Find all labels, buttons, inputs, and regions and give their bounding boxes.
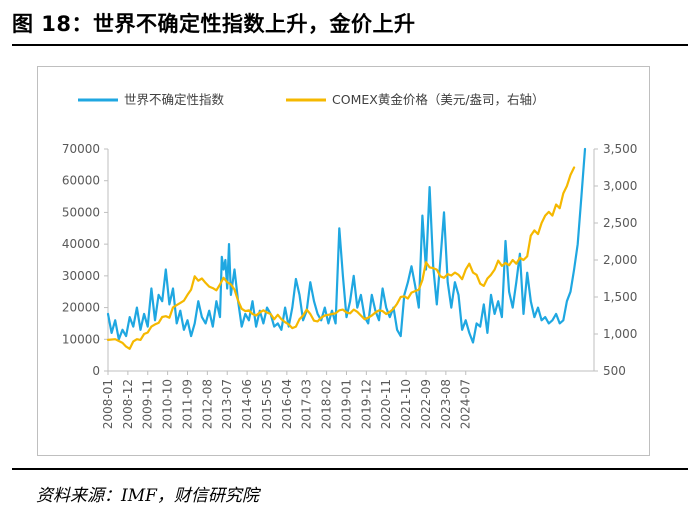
y-left-tick-label: 20000 <box>62 301 100 315</box>
x-tick-label: 2019-12 <box>359 379 373 429</box>
y-left-tick-label: 40000 <box>62 237 100 251</box>
legend: 世界不确定性指数 COMEX黄金价格（美元/盎司，右轴） <box>78 92 545 107</box>
series-line-gold <box>106 166 576 350</box>
chart-frame <box>37 66 650 456</box>
x-tick-label: 2022-09 <box>419 379 433 429</box>
y-right-tick-label: 2,000 <box>603 253 637 267</box>
y-left-tick-label: 30000 <box>62 269 100 283</box>
x-tick-label: 2015-05 <box>260 379 274 429</box>
x-tick-label: 2012-08 <box>200 379 214 429</box>
y-right-tick-label: 2,500 <box>603 216 637 230</box>
y-right-tick-label: 1,000 <box>603 327 637 341</box>
x-tick-label: 2024-07 <box>459 379 473 429</box>
y-left-tick-label: 10000 <box>62 332 100 346</box>
legend-label-gold: COMEX黄金价格（美元/盎司，右轴） <box>332 92 545 107</box>
axes: 0 10000 20000 30000 40000 50000 60000 70000 500 1… <box>62 142 638 429</box>
title-rule <box>12 44 688 46</box>
y-right-tick-label: 1,500 <box>603 290 637 304</box>
x-tick-label: 2009-11 <box>141 379 155 429</box>
source-note: 资料来源：IMF，财信研究院 <box>36 486 259 506</box>
x-tick-label: 2018-02 <box>320 379 334 429</box>
y-left-tick-label: 50000 <box>62 205 100 219</box>
y-right-tick-label: 500 <box>603 364 626 378</box>
x-tick-label: 2011-09 <box>180 379 194 429</box>
y-left-tick-label: 70000 <box>62 142 100 156</box>
x-tick-label: 2019-01 <box>339 379 353 429</box>
series-group <box>106 147 587 350</box>
x-tick-label: 2008-12 <box>121 379 135 429</box>
x-tick-label: 2020-11 <box>379 379 393 429</box>
x-tick-label: 2021-10 <box>399 379 413 429</box>
y-right-tick-label: 3,500 <box>603 142 637 156</box>
y-left-tick-label: 0 <box>92 364 100 378</box>
legend-label-uncertainty: 世界不确定性指数 <box>124 92 225 107</box>
footer-rule <box>12 468 688 470</box>
y-right-tick-label: 3,000 <box>603 179 637 193</box>
series-line-uncertainty <box>106 147 587 344</box>
x-tick-label: 2016-04 <box>280 379 294 429</box>
x-tick-label: 2010-10 <box>161 379 175 429</box>
figure-title: 图 18：世界不确定性指数上升，金价上升 <box>12 12 416 36</box>
x-tick-label: 2008-01 <box>101 379 115 429</box>
x-tick-label: 2017-03 <box>300 379 314 429</box>
x-tick-label: 2023-08 <box>439 379 453 429</box>
x-tick-label: 2014-06 <box>240 379 254 429</box>
y-left-tick-label: 60000 <box>62 174 100 188</box>
x-tick-label: 2013-07 <box>220 379 234 429</box>
